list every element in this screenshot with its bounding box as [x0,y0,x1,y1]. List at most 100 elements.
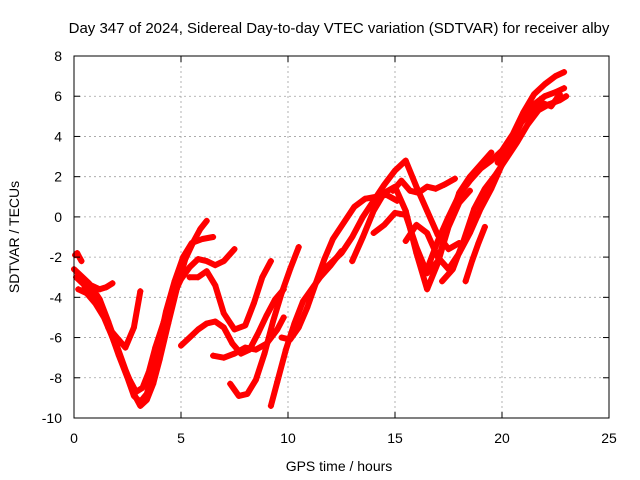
data-point-marker [178,342,184,349]
data-point-marker [278,290,285,297]
data-point-marker [178,276,184,283]
data-point-marker [321,256,328,263]
data-point-marker [195,326,202,333]
data-point-marker [210,234,217,240]
y-tick-label: 8 [54,48,62,64]
y-tick-label: 6 [54,88,62,104]
data-point-marker [520,109,527,116]
data-point-marker [220,354,227,361]
x-tick-label: 20 [494,430,510,446]
data-point-marker [469,258,476,265]
y-tick-label: 0 [54,209,62,225]
data-point-marker [488,185,495,192]
data-point-marker [212,318,219,325]
data-point-marker [195,256,202,263]
data-point-marker [220,310,227,317]
data-point-marker [160,318,167,325]
data-point-marker [210,352,217,359]
data-point-marker [197,225,204,232]
data-point-marker [180,254,187,261]
plot-frame [73,55,610,419]
data-point-marker [351,203,358,210]
data-point-marker [235,392,242,399]
data-point-marker [406,187,413,194]
data-point-marker [340,219,347,226]
data-point-marker [424,183,431,190]
data-point-marker [278,334,285,341]
data-point-marker [92,300,99,307]
data-point-marker [329,236,336,243]
data-point-marker [460,238,467,245]
data-point-marker [250,300,257,307]
data-point-marker [267,402,274,409]
data-point-marker [231,246,238,253]
data-point-marker [113,334,120,341]
data-point-marker [488,149,495,156]
data-point-marker [362,195,369,202]
data-point-marker [212,262,219,269]
data-point-marker [242,344,249,351]
data-point-marker [402,157,409,164]
y-tick-label: 2 [54,169,62,185]
data-point-marker [492,171,499,178]
series-arc-r [462,223,488,285]
series-trace [267,248,345,409]
data-point-marker [370,197,377,204]
data-point-marker [434,238,441,245]
data-point-marker [402,211,409,218]
data-point-marker [169,294,176,301]
data-point-marker [424,266,431,273]
data-point-marker [561,85,568,92]
x-tick-label: 25 [601,430,617,446]
data-point-marker [280,314,287,321]
data-point-marker [81,284,88,291]
data-point-marker [392,209,398,216]
series-arc-o [402,85,568,273]
data-point-marker [188,240,195,247]
series-arc-s [494,91,563,166]
series-arc-f [186,258,274,333]
data-point-marker [548,103,555,110]
series-trace [317,157,463,277]
data-point-marker [195,274,202,281]
x-tick-label: 0 [70,430,78,446]
series-arc-i [227,244,302,399]
data-point-marker [252,376,259,383]
series-arc-g [178,286,287,357]
data-point-marker [381,181,388,188]
data-point-marker [75,286,82,293]
data-point-marker [137,398,144,405]
data-point-marker [432,185,439,192]
data-point-marker [349,234,356,240]
data-point-marker [381,189,388,196]
data-point-marker [287,266,294,273]
data-point-marker [466,177,473,184]
data-point-marker [103,284,110,291]
data-point-marker [287,336,294,343]
data-point-marker [186,264,193,271]
data-point-marker [413,183,420,190]
data-point-marker [312,280,319,287]
data-point-marker [122,344,129,351]
data-point-marker [139,384,146,391]
data-point-marker [152,344,159,351]
data-point-marker [556,91,563,98]
data-point-marker [255,330,262,337]
data-point-marker [295,324,302,331]
series-arc-t [389,175,458,196]
series-arc-d [81,280,116,293]
y-tick-label: -2 [50,249,63,265]
data-point-marker [424,286,431,293]
data-point-marker [488,157,495,164]
data-point-marker [186,274,193,281]
data-point-marker [541,93,548,100]
data-point-marker [370,207,377,214]
data-point-marker [477,165,484,172]
data-point-marker [516,121,523,128]
data-point-marker [526,111,533,118]
y-tick-labels: -10 -8 -6 -4 -2 0 2 4 6 8 [42,48,62,426]
data-point-marker [282,346,289,353]
data-point-marker [466,187,473,194]
y-tick-label: -10 [42,410,62,426]
x-tick-label: 15 [387,430,403,446]
